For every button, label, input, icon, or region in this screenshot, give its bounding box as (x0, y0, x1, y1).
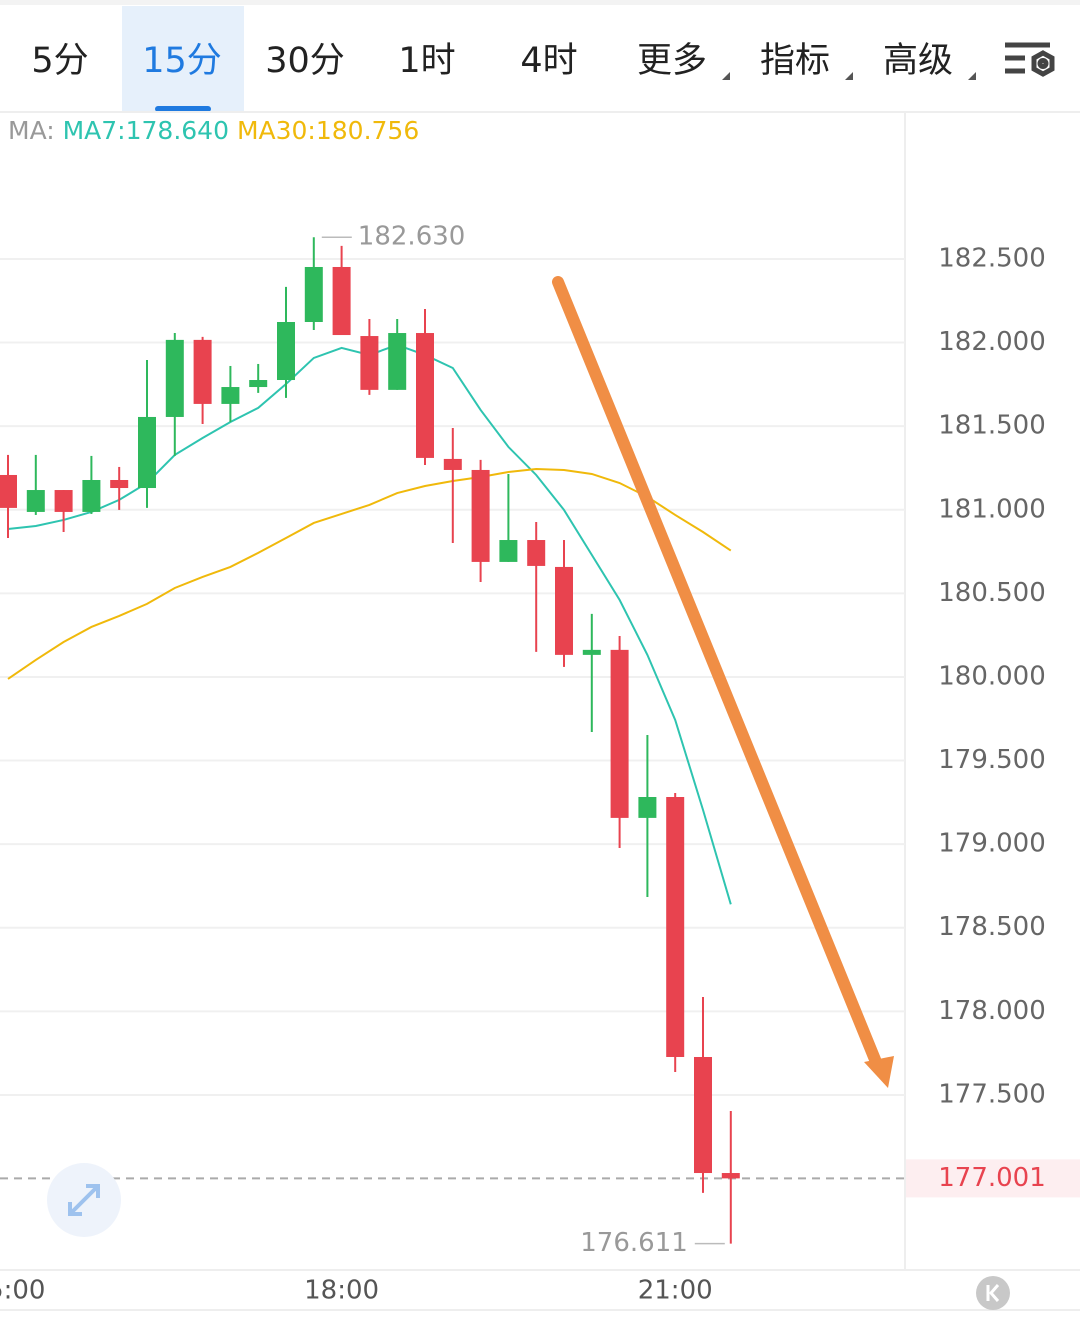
x-tick-label: 21:00 (638, 1276, 713, 1306)
y-tick-label: 182.500 (938, 243, 1046, 273)
legend-entry: MA7:178.640 (63, 116, 229, 145)
candle-body (666, 797, 685, 1057)
y-tick-label: 179.500 (938, 745, 1046, 775)
dropdown-mark (722, 72, 730, 80)
low-label: 176.611 (580, 1228, 688, 1258)
candle-body (416, 333, 434, 458)
y-tick-label: 179.000 (938, 829, 1046, 859)
trend-arrow (552, 276, 894, 1088)
candle-body (443, 458, 462, 470)
candle-body (638, 797, 657, 818)
x-tick-label: 15:00 (0, 1276, 45, 1306)
candle-body (610, 649, 629, 818)
candle-body (221, 387, 240, 404)
candle-body (277, 321, 295, 381)
tab[interactable]: 更多 (637, 41, 707, 81)
dropdown-mark (845, 72, 853, 80)
ma-legend: MA: MA7:178.640 MA30:180.756 (8, 116, 419, 145)
tab[interactable]: 高级 (883, 41, 953, 81)
ma-line (7, 467, 732, 680)
y-tick-label: 180.000 (938, 661, 1046, 691)
y-tick-label: 180.500 (938, 578, 1046, 608)
legend-entry: MA30:180.756 (237, 116, 419, 145)
y-tick-label: 178.500 (938, 912, 1046, 942)
expand-button[interactable] (47, 1163, 121, 1237)
tab-selected-bg (122, 6, 244, 112)
candle-body (249, 380, 268, 388)
plot: 177.500 178.000 178.500 179.000 179.500 180.0… (0, 222, 1080, 1306)
candle-body (527, 540, 546, 566)
tab[interactable]: 4时 (520, 41, 577, 81)
candle-body (165, 339, 184, 417)
x-tick-label: 18:00 (304, 1276, 379, 1306)
candle-body (82, 479, 101, 512)
tab[interactable]: 15分 (142, 41, 222, 81)
candle-body (193, 339, 212, 404)
candle-body (304, 266, 323, 322)
candle-body (721, 1173, 740, 1179)
candle-body (332, 266, 351, 336)
tab[interactable]: 30分 (265, 41, 345, 81)
candle-body (26, 490, 45, 512)
candle-body (582, 649, 601, 655)
candle-body (360, 336, 379, 390)
candle-body (555, 566, 573, 655)
y-tick-label: 178.000 (938, 996, 1046, 1026)
y-tick-label: 181.000 (938, 494, 1046, 524)
candle-body (471, 469, 490, 562)
tab-underline (155, 106, 211, 112)
tab[interactable]: 指标 (760, 41, 830, 81)
y-tick-label: 182.000 (938, 327, 1046, 357)
candle-body (499, 540, 518, 562)
ma-prefix: MA: (8, 116, 55, 145)
last-price-bg (906, 1159, 1080, 1198)
candle-body (0, 474, 17, 508)
tab[interactable]: 5分 (31, 41, 88, 81)
y-tick-label: 177.500 (938, 1079, 1046, 1109)
dropdown-mark (968, 72, 976, 80)
last-price-label: 177.001 (938, 1163, 1046, 1193)
candle-body (388, 333, 407, 390)
high-label: 182.630 (358, 222, 466, 252)
tab[interactable]: 1时 (398, 41, 455, 81)
y-tick-label: 181.500 (938, 411, 1046, 441)
top-strip (0, 0, 1080, 5)
candle-body (138, 416, 156, 489)
candle-body (694, 1056, 712, 1174)
candle-body (110, 479, 129, 489)
settings-icon[interactable] (1005, 42, 1055, 77)
candle-body (54, 490, 73, 512)
scroll-latest-button[interactable] (976, 1276, 1010, 1310)
